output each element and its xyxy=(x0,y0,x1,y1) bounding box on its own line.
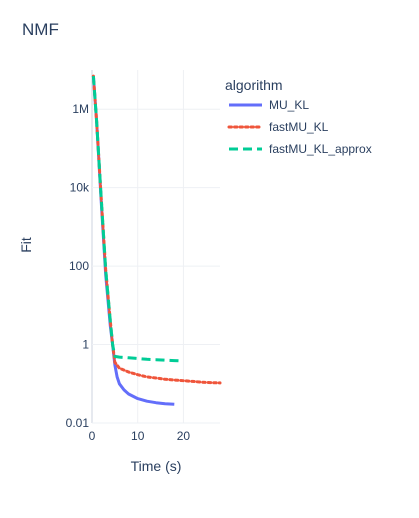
grid xyxy=(91,70,220,424)
y-axis-label: Fit xyxy=(18,237,34,253)
x-tick-label: 20 xyxy=(177,429,191,443)
x-tick-label: 0 xyxy=(89,429,96,443)
axis-ticks: 0 10 20 0.01 1 100 10k 1M xyxy=(66,102,191,443)
plot-area xyxy=(91,74,222,406)
x-axis-label: Time (s) xyxy=(131,458,182,474)
legend-entry[interactable]: MU_KL xyxy=(269,98,309,112)
y-tick-label: 10k xyxy=(70,181,90,195)
legend-title: algorithm xyxy=(225,77,283,93)
y-tick-label: 1 xyxy=(82,338,89,352)
x-tick-label: 10 xyxy=(131,429,145,443)
legend: algorithm MU_KL fastMU_KL fastMU_KL_approx xyxy=(225,77,372,156)
legend-entry[interactable]: fastMU_KL_approx xyxy=(269,142,372,156)
chart-title: NMF xyxy=(22,20,59,39)
y-tick-label: 1M xyxy=(72,102,89,116)
y-tick-label: 0.01 xyxy=(66,416,90,430)
legend-entry[interactable]: fastMU_KL xyxy=(269,120,329,134)
series-line-fastmu-kl-approx xyxy=(91,75,184,363)
series-line-fastmu-kl xyxy=(91,74,222,385)
series-line-mu-kl xyxy=(91,75,175,406)
y-tick-label: 100 xyxy=(69,259,89,273)
